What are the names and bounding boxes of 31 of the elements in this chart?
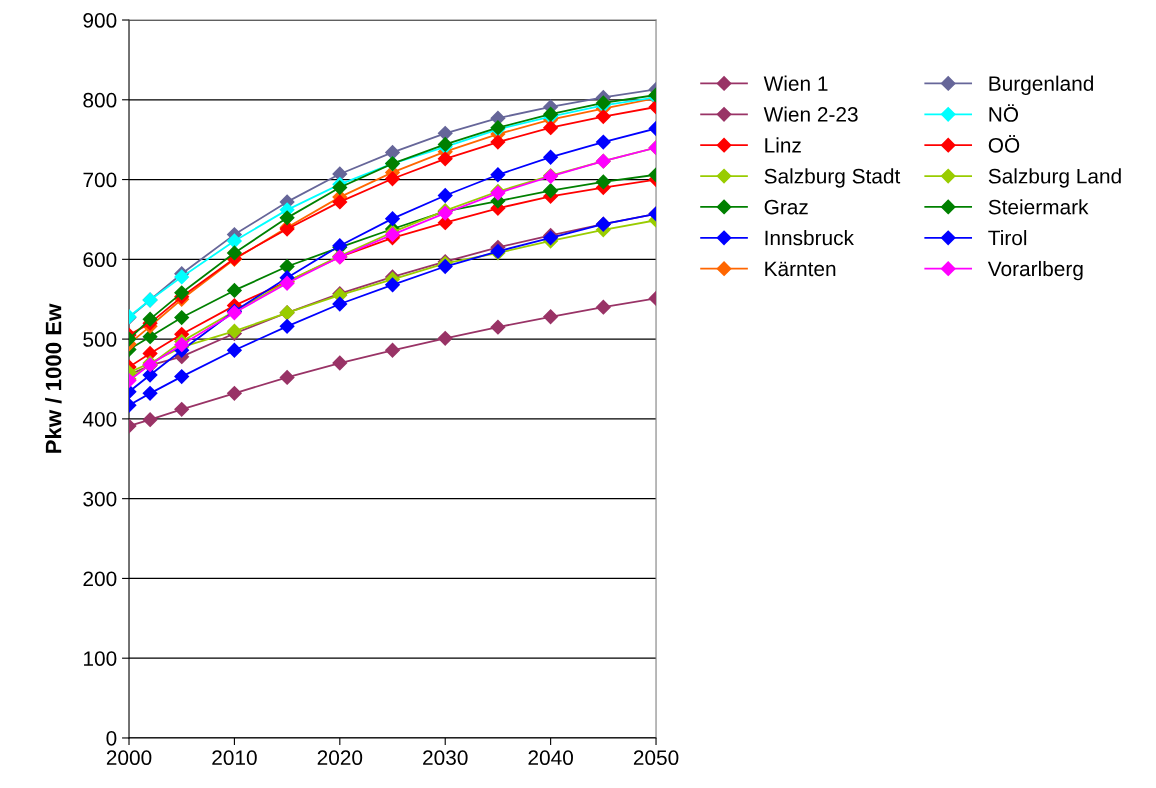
y-tick-label: 200 — [83, 571, 117, 587]
legend-label: Salzburg Land — [988, 168, 1121, 188]
y-tick-label: 900 — [83, 13, 117, 28]
legend-label: NÖ — [989, 104, 1019, 122]
legend-label: Innsbruck — [765, 230, 854, 246]
legend-label: Wien 1 — [763, 75, 828, 91]
y-tick-label: 500 — [83, 332, 117, 347]
x-tick-label: 2050 — [633, 750, 679, 766]
legend-label: Graz — [764, 199, 808, 215]
legend-label: Kärnten — [765, 261, 836, 277]
legend-label: Salzburg Stadt — [764, 168, 901, 188]
legend-label: Steiermark — [988, 199, 1089, 215]
y-tick-label: 0 — [106, 730, 117, 746]
legend-label: Burgenland — [989, 75, 1094, 96]
x-tick-label: 2030 — [423, 750, 468, 766]
legend-label: Wien 2-23 — [763, 106, 858, 122]
x-tick-label: 2000 — [106, 750, 152, 766]
x-tick-label: 2010 — [212, 750, 257, 766]
legend-label: Linz — [765, 137, 801, 153]
y-tick-label: 400 — [82, 411, 117, 427]
y-tick-label: 100 — [84, 651, 117, 666]
x-tick-label: 2040 — [528, 750, 573, 766]
y-tick-label: 600 — [83, 252, 117, 268]
legend-label: OÖ — [988, 135, 1020, 153]
x-tick-label: 2020 — [317, 750, 363, 766]
legend-label: Vorarlberg — [987, 260, 1083, 281]
y-axis-title: Pkw / 1000 Ew — [45, 303, 62, 453]
legend-label: Tirol — [988, 230, 1027, 246]
y-tick-label: 300 — [83, 491, 117, 507]
y-tick-label: 700 — [83, 172, 117, 188]
y-tick-label: 800 — [83, 92, 117, 108]
